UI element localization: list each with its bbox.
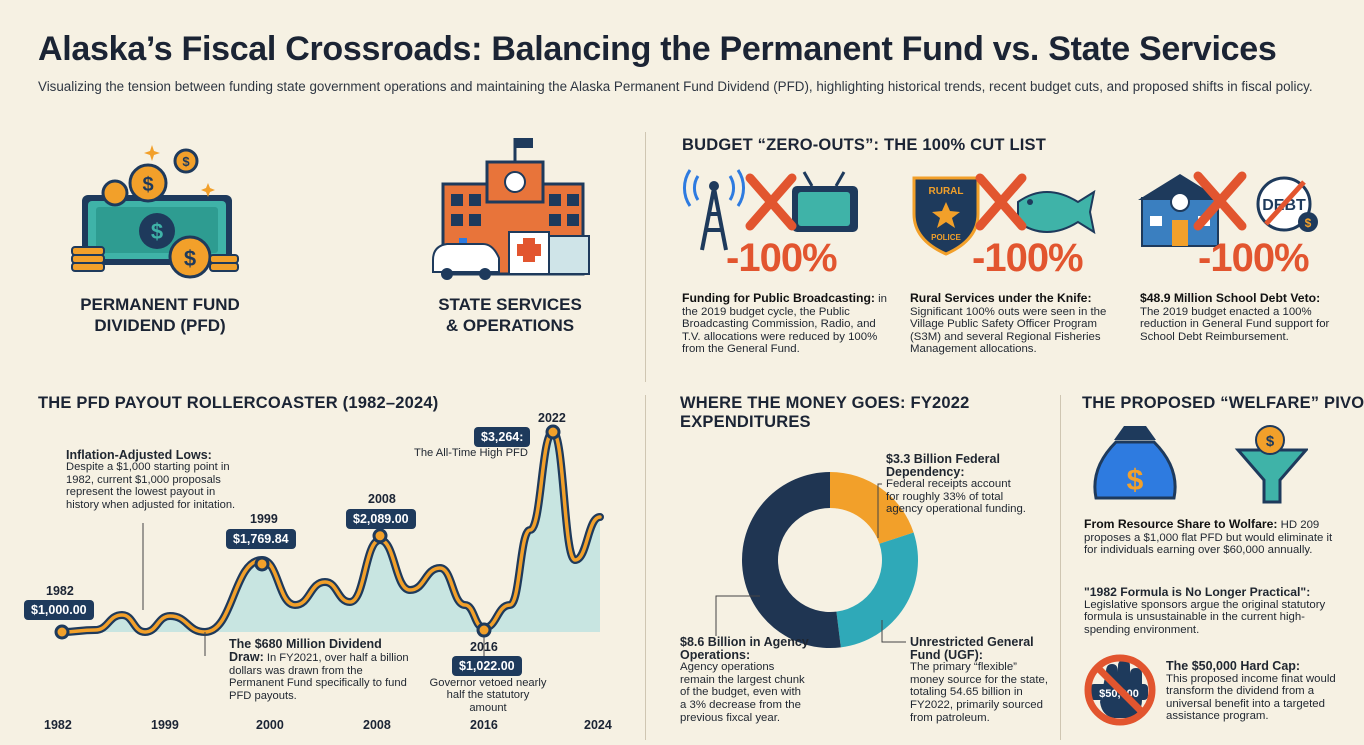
donut-slice-agency [742,472,841,648]
divider [645,132,646,382]
pfd-line-highlight [60,430,602,634]
axis-year: 1999 [151,718,179,732]
cut-title: Rural Services under the Knife: [910,291,1092,305]
svg-text:$: $ [1127,464,1144,497]
pfd-label: PERMANENT FUND DIVIDEND (PFD) [60,294,260,336]
axis-year: 2008 [363,718,391,732]
donut-leaders [715,483,906,643]
police-text: POLICE [931,233,961,242]
value-tag: $2,089.00 [346,509,416,529]
pivot-text: This proposed income finat would transfo… [1166,672,1336,723]
services-label: STATE SERVICES & OPERATIONS [410,294,610,336]
money-header-line: EXPENDITURES [680,413,811,431]
value-tag: $1,022.00 [452,656,522,676]
cut-text: Significant 100% outs were seen in the V… [910,305,1107,356]
pivot-text: HD 209 proposes a $1,000 flat PFD but wo… [1084,519,1333,557]
cut-title: Funding for Public Broadcasting: [682,291,875,305]
cut-blurb: Rural Services under the Knife: Signific… [910,292,1120,356]
value-tag: $1,000.00 [24,600,94,620]
annotation-title: The $680 Million Dividend Draw: [229,637,382,665]
value-tag: $1,769.84 [226,529,296,549]
money-agency: $8.6 Billion in Agency Operations: Agenc… [680,636,810,724]
money-header: WHERE THE MONEY GOES: FY2022 EXPENDITURE… [680,394,970,432]
pivot-text: Legislative sponsors argue the original … [1084,598,1326,636]
pivot-item: The $50,000 Hard Cap: This proposed inco… [1166,660,1336,723]
axis-year: 1982 [44,718,72,732]
point-year: 2022 [538,411,566,425]
pfd-data-point [476,622,492,638]
money-text: The primary “flexible” money source for … [910,661,1049,724]
money-title: $8.6 Billion in Agency Operations: [680,635,809,662]
broadcast-tower-icon [683,169,858,251]
cut-percent: -100% [972,236,1084,280]
page-title: Alaska’s Fiscal Crossroads: Balancing th… [38,30,1277,68]
money-title: Unrestricted General Fund (UGF): [910,635,1034,662]
annotation-inflation: Inflation-Adjusted Lows: Despite a $1,00… [66,449,246,511]
pfd-data-point [545,424,561,440]
pivot-item: "1982 Formula is No Longer Practical": L… [1084,586,1334,636]
donut-slice-federal [830,472,914,544]
donut-slice-ugf [836,532,918,648]
axis-year: 2016 [470,718,498,732]
page-subtitle: Visualizing the tension between funding … [38,79,1313,94]
annotation-text: In FY2021, over half a billion dollars w… [229,652,409,702]
services-label-line: STATE SERVICES [438,295,582,314]
money-header-line: WHERE THE MONEY GOES: FY2022 [680,394,970,412]
annotation-veto: Governor vetoed nearly half the statutor… [429,677,547,714]
point-year: 1999 [250,512,278,526]
money-bag-icon: $ $ [1093,425,1308,504]
cut-percent: -100% [1198,236,1310,280]
money-federal: $3.3 Billion Federal Dependency: Federal… [886,453,1026,516]
government-building-icon [432,138,590,280]
cut-blurb: Funding for Public Broadcasting: in the … [682,292,892,356]
annotation-draw: The $680 Million Dividend Draw: In FY202… [229,638,409,702]
money-stack-icon: $ $ $ $ [71,145,239,279]
svg-text:$: $ [182,154,190,169]
annotation-title: Inflation-Adjusted Lows: [66,448,212,462]
pivot-title: From Resource Share to Wolfare: [1084,517,1278,531]
money-text: Federal receipts account for roughly 33%… [886,478,1026,516]
divider [645,395,646,740]
school-debt-icon: DEBT $ [1138,171,1318,247]
axis-year: 2024 [584,718,612,732]
cut-text: The 2019 budget enacted a 100% reduction… [1140,305,1330,343]
services-label-line: & OPERATIONS [445,316,575,335]
rural-police-badge-icon: RURAL POLICE [912,173,1096,256]
income-cap-prohibited-icon: $50,000 [1084,654,1156,726]
annotation-text: Despite a $1,000 starting point in 1982,… [66,461,236,511]
svg-text:$: $ [151,219,163,244]
cut-percent: -100% [726,236,838,280]
divider [1060,395,1061,740]
pfd-line-chart [54,424,604,662]
annotation-high: The All-Time High PFD [414,447,528,459]
pfd-label-line: PERMANENT FUND [80,295,240,314]
rollercoaster-header: THE PFD PAYOUT ROLLERCOASTER (1982–2024) [38,394,439,412]
cuts-header: BUDGET “ZERO-OUTS”: THE 100% CUT LIST [682,136,1047,154]
point-year: 1982 [46,584,74,598]
money-text: Agency operations remain the largest chu… [680,661,805,724]
cut-blurb: $48.9 Million School Debt Veto: The 2019… [1140,292,1340,343]
pivot-title: "1982 Formula is No Longer Practical": [1084,585,1311,599]
expenditure-donut-chart [742,472,918,648]
pivot-title: The $50,000 Hard Cap: [1166,659,1301,673]
axis-year: 2000 [256,718,284,732]
pfd-data-point [254,556,270,572]
pivot-header: THE PROPOSED “WELFARE” PIVOT [1082,394,1364,412]
svg-text:$: $ [1266,433,1275,450]
svg-text:$: $ [1305,216,1312,230]
pfd-data-point [54,624,70,640]
pivot-item: From Resource Share to Wolfare: HD 209 p… [1084,518,1334,557]
money-title: $3.3 Billion Federal Dependency: [886,452,1000,479]
svg-text:$: $ [184,246,196,271]
point-year: 2008 [368,492,396,506]
pfd-data-point [372,528,388,544]
pfd-label-line: DIVIDEND (PFD) [94,316,226,335]
money-ugf: Unrestricted General Fund (UGF): The pri… [910,636,1050,724]
value-tag: $3,264: [474,427,531,447]
svg-text:$: $ [142,174,153,196]
cut-text: in the 2019 budget cycle, the Public Bro… [682,293,888,356]
point-year: 2016 [470,640,498,654]
rural-text: RURAL [929,186,964,197]
cut-title: $48.9 Million School Debt Veto: [1140,291,1321,305]
